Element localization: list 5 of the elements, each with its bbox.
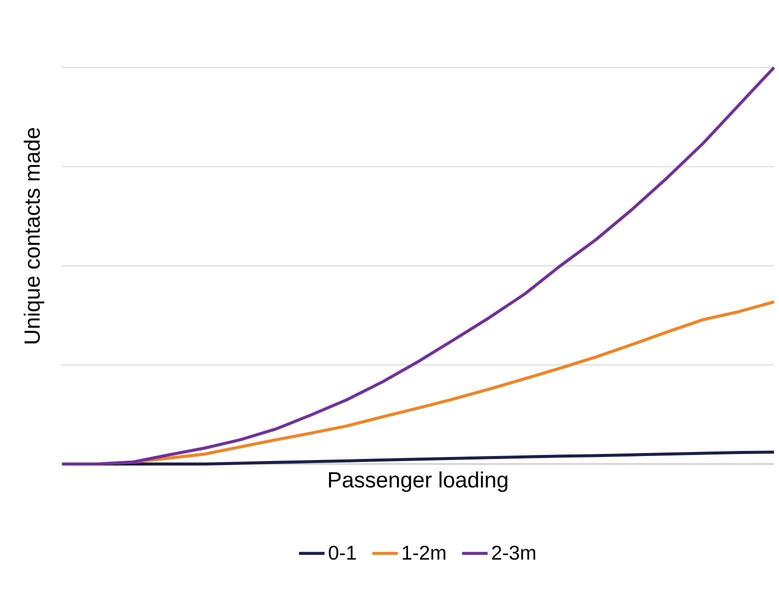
y-axis-title: Unique contacts made (24, 128, 44, 344)
legend-label: 2-3m (492, 546, 536, 560)
legend-label: 1-2m (402, 546, 446, 560)
legend-label: 0-1 (328, 546, 356, 560)
x-axis-title: Passenger loading (329, 471, 508, 492)
